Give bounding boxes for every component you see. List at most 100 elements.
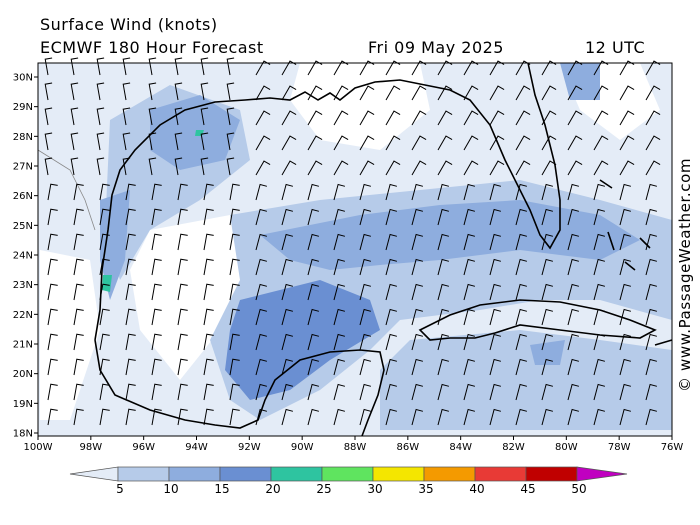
- wind-barb: [411, 308, 424, 326]
- wind-barb: [200, 157, 209, 176]
- wind-barb: [515, 358, 528, 376]
- wind-barb: [99, 258, 110, 276]
- wind-barb: [463, 160, 479, 176]
- wind-barb: [255, 258, 268, 276]
- wind-barb: [489, 135, 505, 151]
- lon-label: 100W: [24, 442, 53, 453]
- wind-barb: [96, 82, 105, 101]
- wind-barb: [151, 258, 162, 276]
- wind-barb: [437, 183, 450, 201]
- wind-barb: [307, 333, 320, 351]
- colorbar-segment: [474, 466, 527, 482]
- wind-barb: [645, 258, 658, 276]
- wind-barb: [437, 408, 450, 426]
- wind-barb: [255, 135, 271, 151]
- wind-barb: [385, 233, 398, 251]
- wind-barb: [200, 57, 209, 76]
- wind-barb: [177, 208, 188, 226]
- wind-barb: [619, 258, 632, 276]
- colorbar-segment: [321, 466, 374, 482]
- wind-barb: [385, 160, 401, 176]
- wind-barb: [174, 132, 183, 151]
- wind-barb: [151, 233, 162, 251]
- wind-barb: [125, 308, 136, 326]
- wind-barb: [99, 208, 110, 226]
- wind-barb: [567, 383, 580, 401]
- wind-barb: [255, 85, 271, 101]
- wind-barb: [307, 308, 320, 326]
- wind-barb: [333, 233, 346, 251]
- wind-barb: [174, 107, 183, 126]
- wind-barb: [122, 107, 131, 126]
- wind-barb: [385, 85, 401, 101]
- wind-barb: [307, 358, 320, 376]
- map-title: Surface Wind (knots): [40, 15, 218, 34]
- wind-barb: [515, 85, 531, 101]
- wind-barb: [177, 383, 188, 401]
- wind-barb: [148, 157, 157, 176]
- wind-barb: [411, 233, 424, 251]
- wind-barb: [73, 233, 84, 251]
- wind-barb: [541, 383, 554, 401]
- wind-barb: [307, 258, 320, 276]
- wind-barb: [333, 110, 349, 126]
- colorbar-segment: [219, 466, 272, 482]
- wind-barbs: [44, 57, 661, 426]
- wind-barb: [645, 135, 661, 151]
- wind-barb: [515, 110, 531, 126]
- wind-barb: [255, 283, 268, 301]
- wind-barb: [200, 107, 209, 126]
- wind-barb: [593, 333, 606, 351]
- wind-barb: [463, 383, 476, 401]
- wind-barb: [385, 358, 398, 376]
- wind-barb: [593, 383, 606, 401]
- wind-barb: [619, 333, 632, 351]
- wind-barb: [281, 110, 297, 126]
- wind-barb: [567, 110, 583, 126]
- wind-barb: [47, 383, 58, 401]
- wind-barb: [359, 233, 372, 251]
- wind-barb: [385, 333, 398, 351]
- wind-barb: [411, 283, 424, 301]
- wind-barb: [645, 408, 658, 426]
- wind-barb: [593, 160, 609, 176]
- wind-barb: [151, 408, 162, 426]
- lat-label: 28N: [13, 132, 33, 143]
- colorbar-segment: [168, 466, 221, 482]
- wind-barb: [411, 135, 427, 151]
- wind-barb: [125, 183, 136, 201]
- wind-barb: [174, 157, 183, 176]
- wind-barb: [255, 358, 268, 376]
- wind-barb: [255, 408, 268, 426]
- wind-barb: [203, 283, 214, 301]
- wind-barb: [203, 208, 214, 226]
- wind-barb: [44, 57, 53, 76]
- wind-barb: [489, 333, 502, 351]
- wind-barb: [44, 157, 53, 176]
- wind-barb: [619, 85, 635, 101]
- lat-label: 18N: [13, 429, 33, 440]
- colorbar-segment: [117, 466, 170, 482]
- wind-barb: [359, 408, 372, 426]
- wind-barb: [359, 383, 372, 401]
- wind-barb: [203, 333, 214, 351]
- wind-barb: [541, 358, 554, 376]
- wind-barb: [226, 57, 235, 76]
- wind-barb: [73, 308, 84, 326]
- lon-label: 96W: [132, 442, 155, 453]
- lat-label: 20N: [13, 369, 33, 380]
- wind-barb: [70, 107, 79, 126]
- wind-barb: [541, 333, 554, 351]
- colorbar-label: 50: [571, 482, 586, 496]
- wind-barb: [96, 132, 105, 151]
- wind-barb: [385, 308, 398, 326]
- wind-barb: [515, 208, 528, 226]
- colorbar-label: 10: [163, 482, 178, 496]
- wind-barb: [359, 283, 372, 301]
- wind-barb: [359, 160, 375, 176]
- wind-barb: [281, 333, 294, 351]
- wind-barb: [515, 283, 528, 301]
- wind-barb: [125, 333, 136, 351]
- wind-barb: [437, 283, 450, 301]
